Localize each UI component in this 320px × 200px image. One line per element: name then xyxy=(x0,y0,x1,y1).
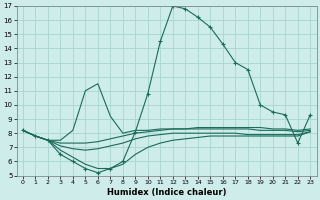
X-axis label: Humidex (Indice chaleur): Humidex (Indice chaleur) xyxy=(107,188,226,197)
